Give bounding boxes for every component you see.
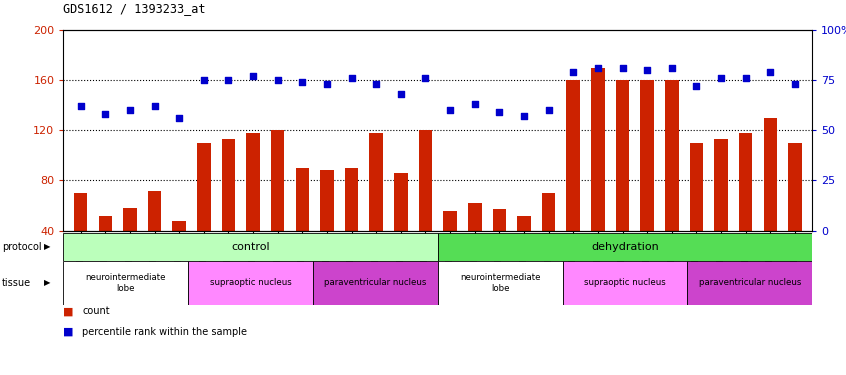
Bar [246,133,260,231]
Point [517,113,530,119]
Text: ▶: ▶ [44,278,51,287]
Point [394,91,408,97]
Point [640,67,654,73]
Point [222,77,235,83]
Point [271,77,284,83]
Bar [437,261,563,305]
Text: neurointermediate
lobe: neurointermediate lobe [85,273,166,292]
Point [345,75,359,81]
Point [591,65,605,71]
Bar [687,261,812,305]
Bar [567,80,580,231]
Bar [370,133,383,231]
Bar [517,216,530,231]
Bar [222,139,235,231]
Bar [173,220,186,231]
Point [173,115,186,121]
Bar [98,216,112,231]
Bar [271,130,284,231]
Bar [468,203,481,231]
Text: GDS1612 / 1393233_at: GDS1612 / 1393233_at [63,2,206,15]
Point [468,101,481,107]
Text: percentile rank within the sample: percentile rank within the sample [82,327,247,337]
Bar [443,211,457,231]
Point [295,79,309,85]
Point [124,107,137,113]
Text: supraoptic nucleus: supraoptic nucleus [584,278,666,287]
Bar [739,133,752,231]
Point [567,69,580,75]
Bar [197,143,211,231]
Point [542,107,556,113]
Point [689,83,703,89]
Text: supraoptic nucleus: supraoptic nucleus [210,278,292,287]
Bar [788,143,802,231]
Text: protocol: protocol [2,242,41,252]
Text: ■: ■ [63,327,74,337]
Bar [764,118,777,231]
Point [320,81,333,87]
Text: dehydration: dehydration [591,242,659,252]
Point [370,81,383,87]
Bar [665,80,678,231]
Point [739,75,752,81]
Bar [63,232,437,261]
Point [492,109,506,115]
Text: paraventricular nucleus: paraventricular nucleus [324,278,426,287]
Point [74,103,87,109]
Bar [437,232,812,261]
Bar [394,173,408,231]
Text: tissue: tissue [2,278,30,288]
Bar [541,193,556,231]
Bar [74,193,87,231]
Point [665,65,678,71]
Bar [492,209,506,231]
Text: ▶: ▶ [44,242,51,251]
Text: neurointermediate
lobe: neurointermediate lobe [460,273,541,292]
Point [419,75,432,81]
Bar [640,80,654,231]
Text: count: count [82,306,110,316]
Point [443,107,457,113]
Bar [616,80,629,231]
Bar [148,190,162,231]
Bar [295,168,309,231]
Bar [63,261,188,305]
Bar [689,143,703,231]
Bar [419,130,432,231]
Point [197,77,211,83]
Bar [345,168,359,231]
Bar [591,68,605,231]
Text: ■: ■ [63,306,74,316]
Point [616,65,629,71]
Text: paraventricular nucleus: paraventricular nucleus [699,278,801,287]
Bar [313,261,437,305]
Point [246,73,260,79]
Bar [124,208,137,231]
Bar [320,170,334,231]
Point [98,111,112,117]
Point [788,81,802,87]
Point [714,75,728,81]
Point [148,103,162,109]
Bar [188,261,313,305]
Bar [714,139,728,231]
Bar [563,261,687,305]
Point [764,69,777,75]
Text: control: control [231,242,270,252]
